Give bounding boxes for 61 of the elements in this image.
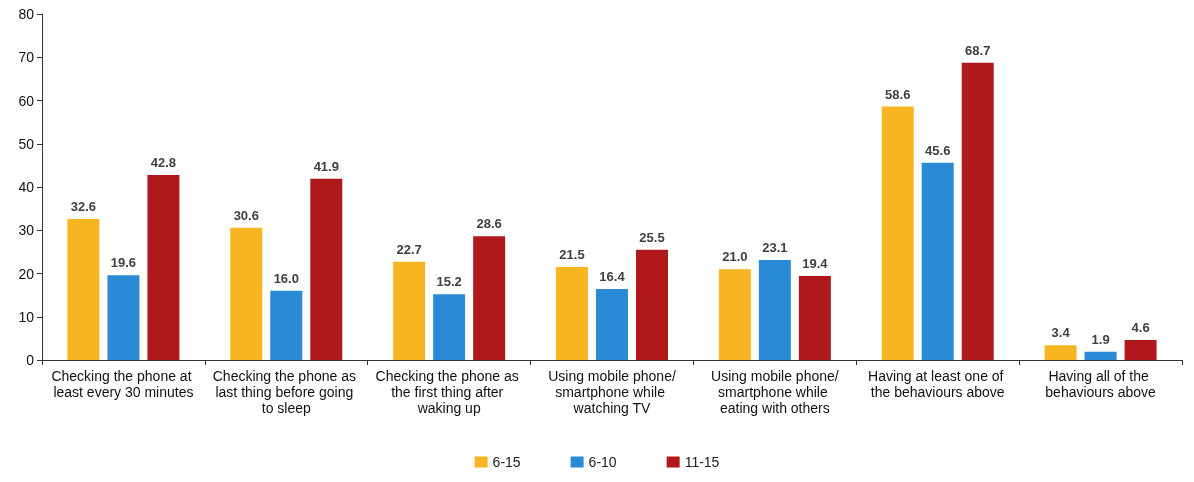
x-tick-label: Using mobile phone/smartphone while watching TV: [548, 368, 676, 416]
text: 30.6: [233, 207, 259, 223]
x-tick-label: Having at least one of the behaviours above: [868, 368, 1008, 400]
legend-label: 6-10: [588, 454, 617, 470]
text: 16.0: [273, 270, 299, 286]
bar: [393, 261, 426, 360]
bar: [798, 276, 831, 360]
y-tick-label: 20: [18, 265, 35, 282]
y-tick-label: 10: [18, 308, 35, 325]
text: 21.0: [722, 249, 748, 265]
text: 19.6: [110, 255, 137, 271]
bar: [433, 294, 466, 360]
bar: [961, 62, 994, 360]
y-tick-label: 0: [26, 352, 35, 368]
text: 21.5: [559, 247, 585, 263]
bar: [230, 227, 263, 360]
text: 68.7: [965, 42, 991, 58]
bar: [881, 106, 914, 360]
bar: [310, 178, 343, 360]
text: 16.4: [599, 269, 625, 285]
bar: [636, 249, 668, 360]
text: 28.6: [476, 216, 502, 232]
text: 15.2: [436, 274, 462, 290]
y-tick-label: 30: [18, 222, 35, 239]
x-tick-label: Checking the phone as the first thing after waking up: [375, 368, 523, 416]
text: 42.8: [150, 154, 177, 170]
bar: [758, 260, 791, 360]
y-tick-label: 40: [18, 179, 35, 195]
x-tick-label: Checking the phone as last thing before going to sleep: [212, 368, 360, 416]
text: 4.6: [1131, 320, 1150, 336]
bar: [1084, 351, 1117, 360]
text: 19.4: [802, 256, 828, 272]
y-tick-label: 70: [18, 49, 35, 66]
text: 45.6: [925, 142, 951, 158]
bar: [67, 219, 100, 360]
text: 3.4: [1051, 325, 1070, 341]
legend-label: 6-15: [492, 454, 521, 470]
text: 1.9: [1091, 331, 1110, 347]
bar: [718, 269, 751, 360]
y-tick-label: 60: [18, 92, 35, 109]
text: 32.6: [70, 199, 97, 215]
x-tick-label: Having all of the behaviours above: [1045, 368, 1157, 400]
bar: [1044, 345, 1077, 360]
x-tick-label: Checking the phone at least every 30 minutes: [51, 368, 196, 400]
bar: [1124, 340, 1157, 360]
bar: [596, 289, 628, 360]
bar: [270, 290, 303, 360]
bar: [147, 174, 180, 360]
text: 23.1: [762, 240, 788, 256]
y-tick-label: 50: [18, 135, 35, 152]
y-tick-label: 80: [18, 6, 35, 22]
x-tick-label: Using mobile phone/smartphone while eating with others: [711, 368, 839, 416]
text: 41.9: [313, 158, 339, 174]
text: 25.5: [639, 229, 665, 245]
bar: [107, 275, 140, 360]
text: 22.7: [396, 241, 422, 257]
bar: [921, 162, 954, 360]
text: 58.6: [885, 86, 911, 102]
bar: [473, 236, 506, 360]
bar: [556, 267, 588, 360]
legend-label: 11-15: [684, 454, 720, 470]
